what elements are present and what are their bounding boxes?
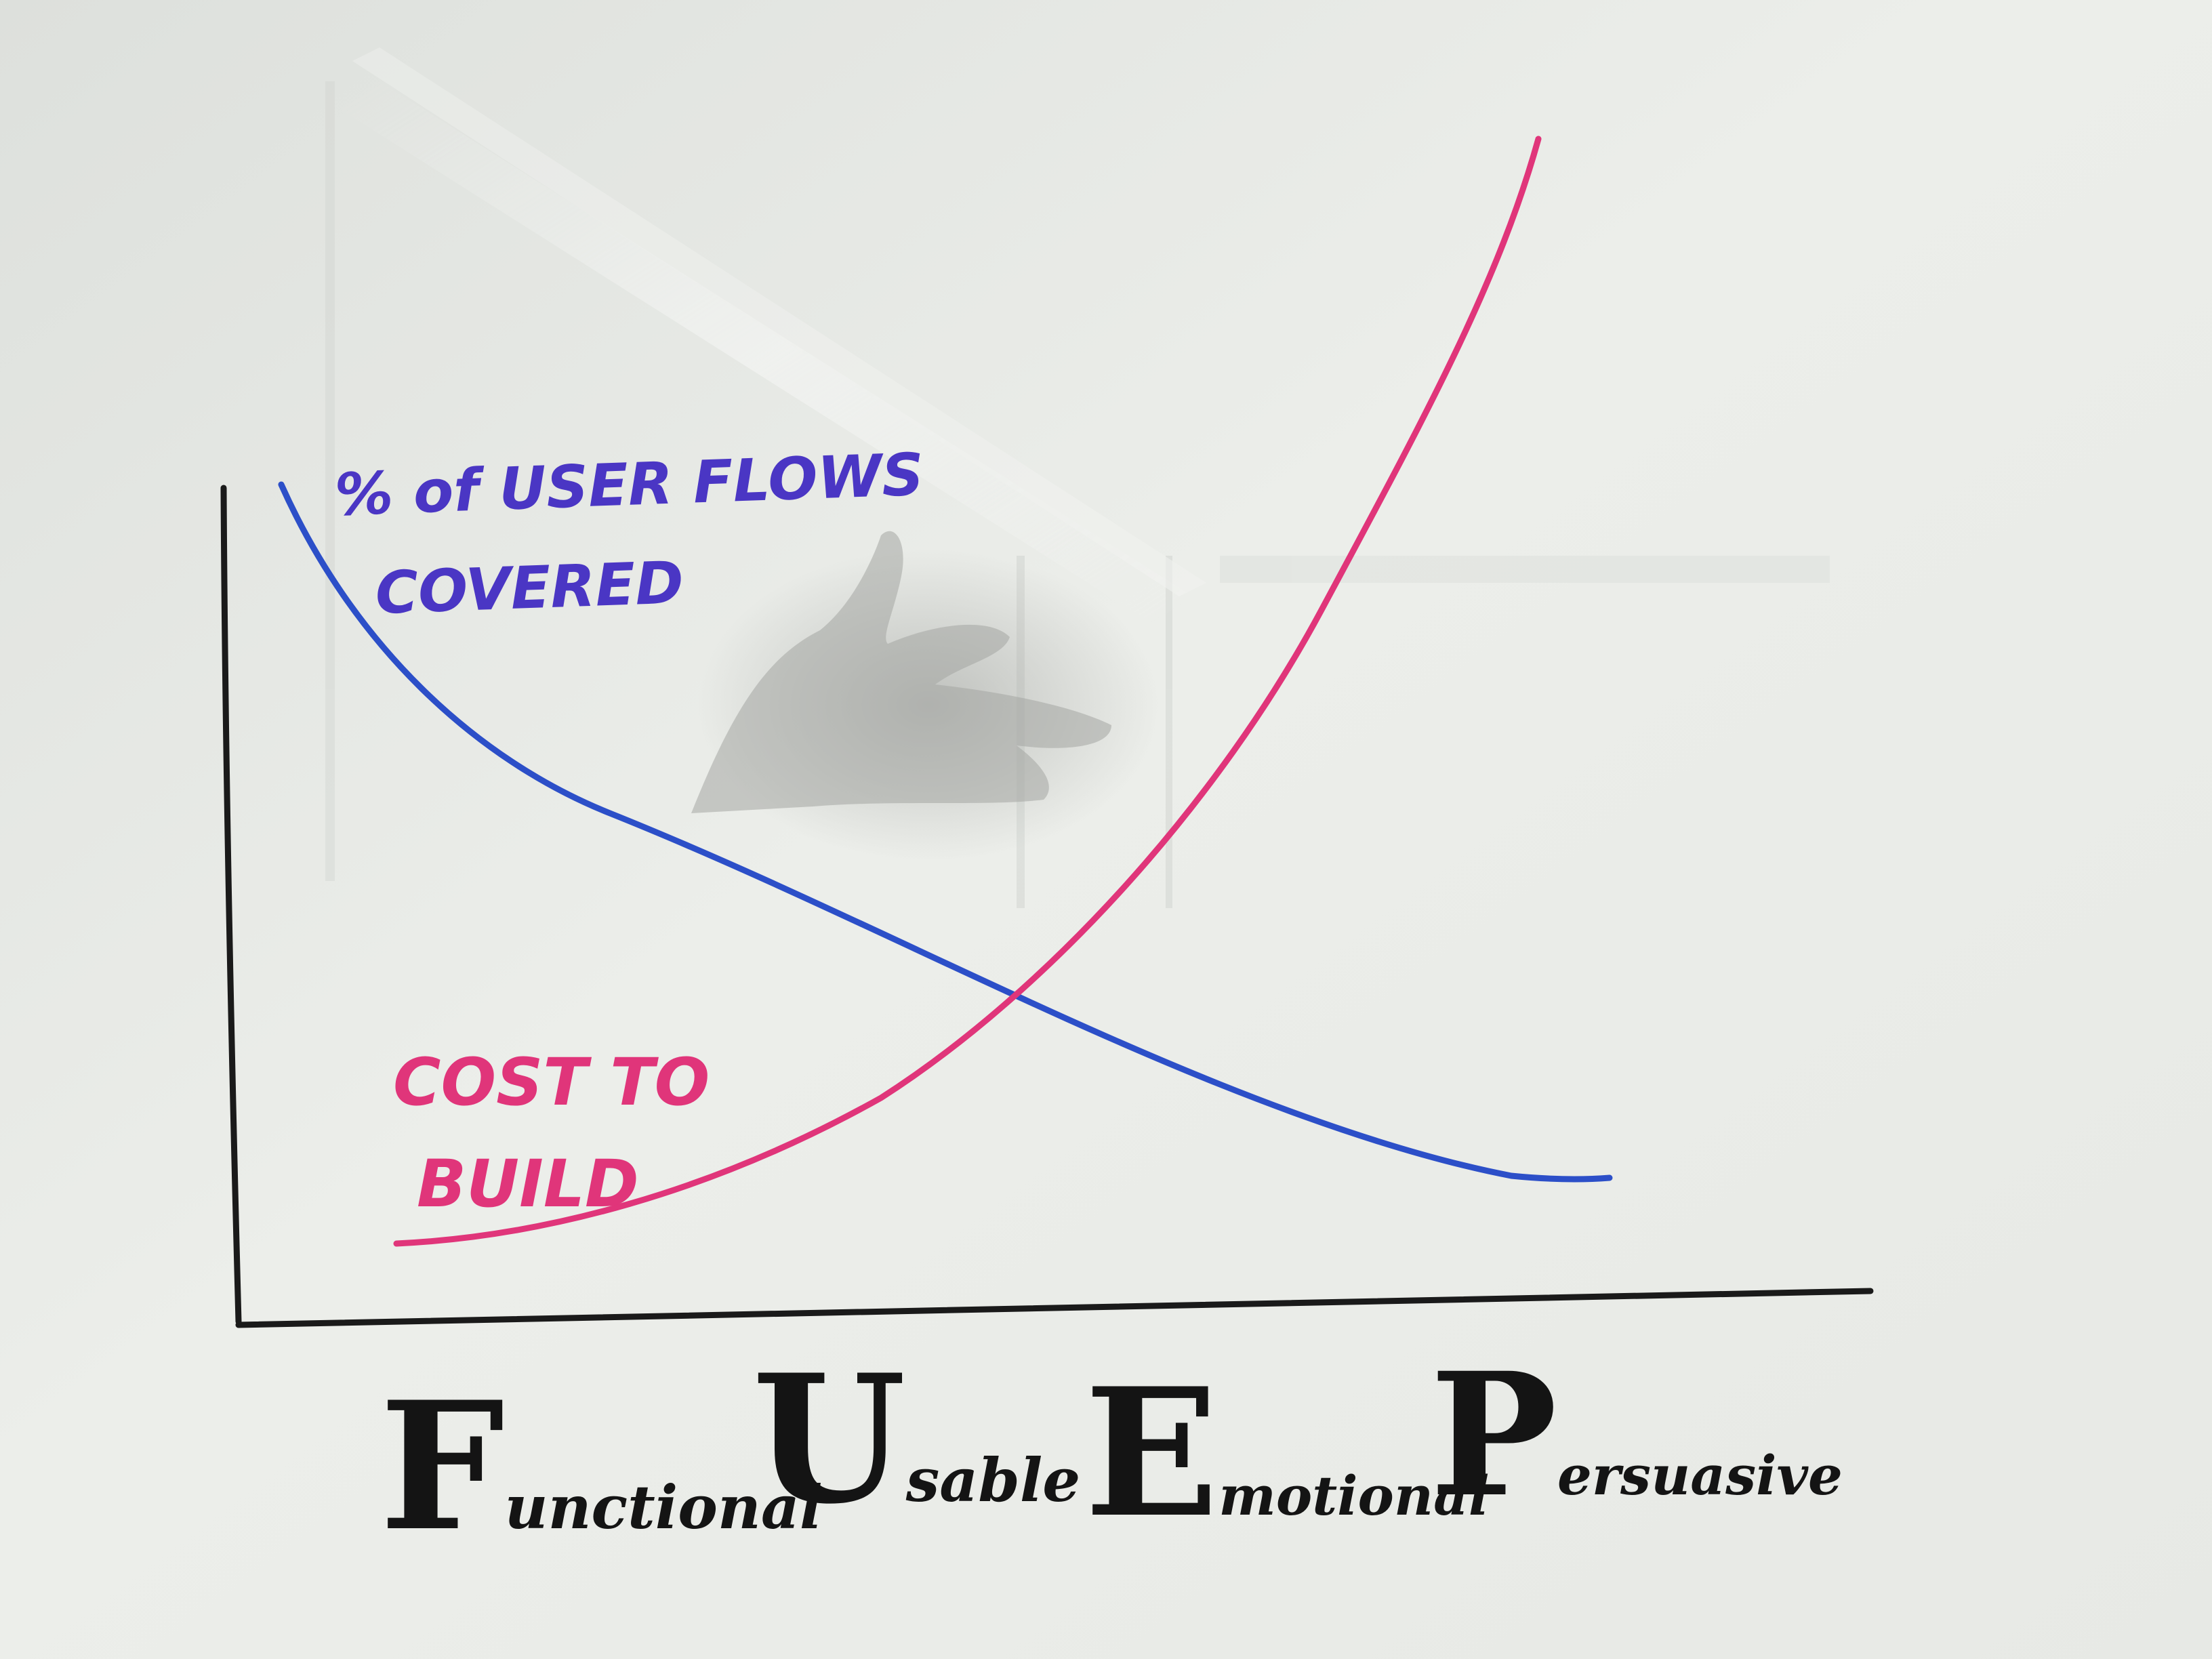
y-axis-line <box>220 485 242 1325</box>
x-axis-line <box>235 1288 1874 1328</box>
cost-label-line2: BUILD <box>417 1146 639 1222</box>
chart-axes <box>220 485 1874 1328</box>
x-label-persuasive: Persuasive <box>1430 1335 1843 1534</box>
x-label-usable: Usable <box>752 1336 1080 1543</box>
x-axis-labels: Functional Usable Emotional Persuasive <box>380 1335 1843 1570</box>
coverage-label-line2: COVERED <box>374 549 684 628</box>
hand-shadow <box>691 531 1159 861</box>
cost-label-line1: COST TO <box>393 1044 710 1120</box>
cost-curve <box>393 136 1542 1247</box>
x-label-functional: Functional <box>380 1364 822 1570</box>
x-label-emotional: Emotional <box>1084 1350 1489 1557</box>
coverage-curve <box>278 481 1613 1183</box>
